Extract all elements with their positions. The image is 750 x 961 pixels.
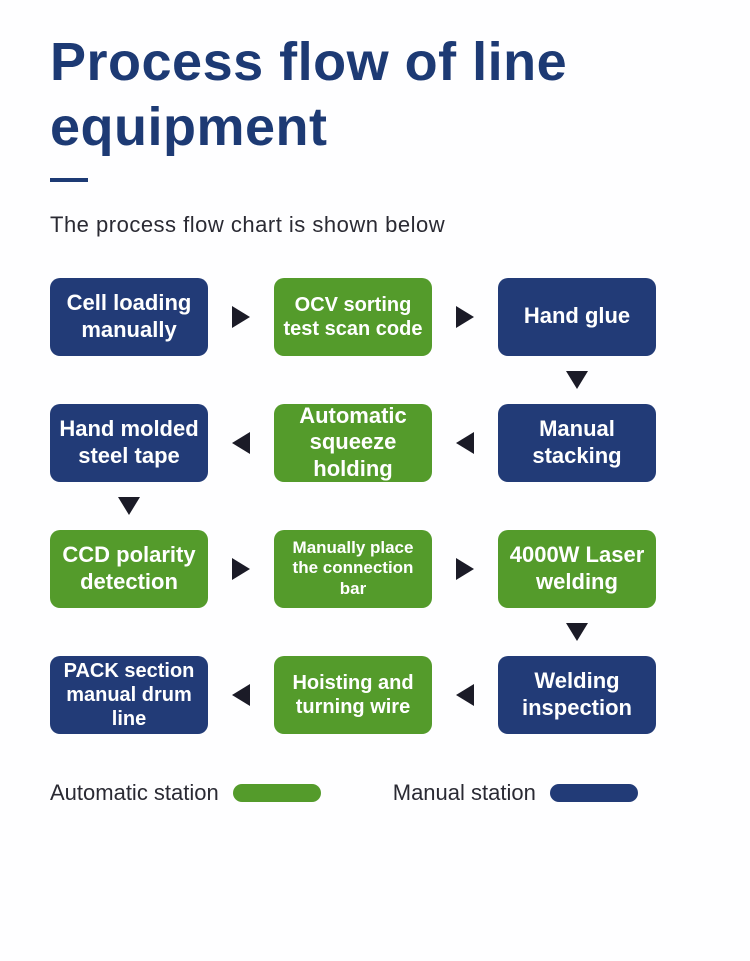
page-subtitle: The process flow chart is shown below: [50, 212, 700, 238]
flow-node-label: PACK section manual drum line: [58, 659, 200, 731]
flow-node-label: Welding inspection: [506, 668, 648, 721]
flow-node-label: Hand molded steel tape: [58, 416, 200, 469]
flow-node-label: OCV sorting test scan code: [282, 293, 424, 341]
flow-node-n3: Hand glue: [498, 278, 656, 356]
flow-node-label: Manual stacking: [506, 416, 648, 469]
arrow-down-icon: [566, 371, 588, 389]
flow-node-n6: Manual stacking: [498, 404, 656, 482]
flow-node-label: Manually place the connection bar: [282, 538, 424, 599]
flow-node-n11: Hoisting and turning wire: [274, 656, 432, 734]
arrow-right-icon: [456, 558, 474, 580]
flowchart-grid: Cell loading manually OCV sorting test sc…: [50, 278, 700, 734]
arrow-left-icon: [232, 432, 250, 454]
flow-node-n12: Welding inspection: [498, 656, 656, 734]
flow-node-n8: Manually place the connection bar: [274, 530, 432, 608]
flow-node-n10: PACK section manual drum line: [50, 656, 208, 734]
arrow-down-icon: [118, 497, 140, 515]
flow-node-n1: Cell loading manually: [50, 278, 208, 356]
flow-node-label: Hand glue: [524, 303, 630, 329]
page-title: Process flow of line equipment: [50, 30, 700, 160]
title-underline: [50, 178, 88, 182]
flow-node-n5: Automatic squeeze holding: [274, 404, 432, 482]
flow-node-label: Automatic squeeze holding: [282, 403, 424, 482]
flow-node-n7: CCD polarity detection: [50, 530, 208, 608]
legend-automatic-label: Automatic station: [50, 780, 219, 806]
flow-node-n2: OCV sorting test scan code: [274, 278, 432, 356]
flow-node-n4: Hand molded steel tape: [50, 404, 208, 482]
flow-node-label: 4000W Laser welding: [506, 542, 648, 595]
legend-manual-swatch: [550, 784, 638, 802]
legend-automatic-swatch: [233, 784, 321, 802]
flow-node-n9: 4000W Laser welding: [498, 530, 656, 608]
flow-node-label: Hoisting and turning wire: [282, 671, 424, 719]
page: Process flow of line equipment The proce…: [0, 0, 750, 806]
arrow-left-icon: [456, 684, 474, 706]
arrow-left-icon: [232, 684, 250, 706]
flow-node-label: Cell loading manually: [58, 290, 200, 343]
arrow-right-icon: [456, 306, 474, 328]
arrow-right-icon: [232, 558, 250, 580]
flow-node-label: CCD polarity detection: [58, 542, 200, 595]
arrow-right-icon: [232, 306, 250, 328]
legend-manual-label: Manual station: [393, 780, 536, 806]
arrow-left-icon: [456, 432, 474, 454]
arrow-down-icon: [566, 623, 588, 641]
legend: Automatic station Manual station: [50, 780, 700, 806]
